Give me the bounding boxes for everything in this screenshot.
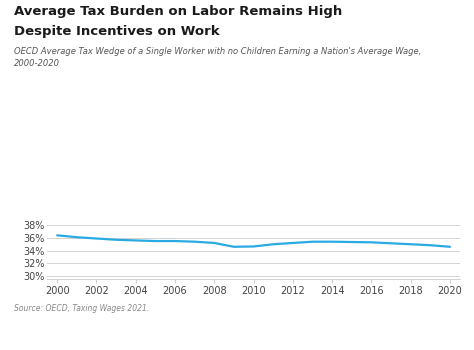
Text: TAX FOUNDATION: TAX FOUNDATION xyxy=(14,331,125,341)
Text: Average Tax Burden on Labor Remains High: Average Tax Burden on Labor Remains High xyxy=(14,5,343,18)
Text: @TaxFoundation: @TaxFoundation xyxy=(380,331,460,341)
Text: Despite Incentives on Work: Despite Incentives on Work xyxy=(14,25,220,37)
Text: OECD Average Tax Wedge of a Single Worker with no Children Earning a Nation's Av: OECD Average Tax Wedge of a Single Worke… xyxy=(14,47,421,68)
Text: Source: OECD, Taxing Wages 2021.: Source: OECD, Taxing Wages 2021. xyxy=(14,304,149,313)
